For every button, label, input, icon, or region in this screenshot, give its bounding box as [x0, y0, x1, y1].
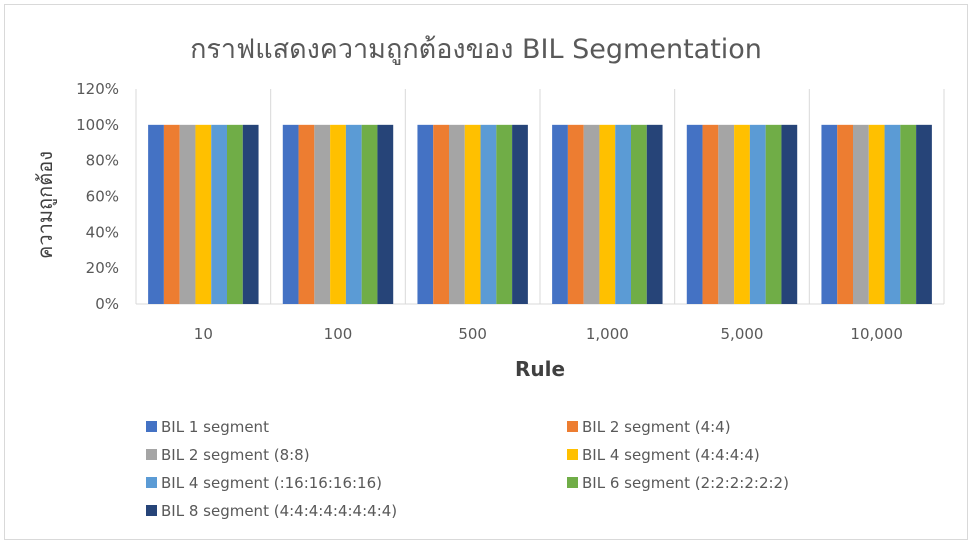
bar [781, 124, 798, 304]
bar [282, 124, 299, 304]
legend-label: BIL 4 segment (:16:16:16:16) [161, 474, 382, 492]
bar [853, 124, 869, 304]
y-tick-label: 20% [86, 259, 119, 277]
bar [615, 124, 631, 304]
bar [314, 124, 331, 304]
bar [211, 124, 227, 304]
legend-swatch [146, 421, 157, 432]
legend-swatch [567, 477, 578, 488]
bar [148, 124, 164, 304]
bar [734, 124, 750, 304]
legend-label: BIL 4 segment (4:4:4:4) [582, 446, 760, 464]
y-tick-label: 0% [95, 295, 119, 313]
y-axis-title: ความถูกต้อง [33, 151, 58, 259]
y-tick-label: 100% [76, 116, 119, 134]
x-tick-label: 500 [458, 325, 487, 343]
legend-swatch [567, 449, 578, 460]
bar [837, 124, 854, 304]
legend-label: BIL 2 segment (4:4) [582, 418, 731, 436]
y-tick-label: 60% [86, 188, 119, 206]
bar [868, 124, 885, 304]
bar [821, 124, 838, 304]
bar [916, 124, 932, 304]
bar [900, 124, 917, 304]
legend-swatch [567, 421, 578, 432]
x-axis-title: Rule [515, 357, 565, 381]
bar [345, 124, 362, 304]
bar [702, 124, 719, 304]
x-tick-label: 100 [324, 325, 353, 343]
bar [226, 124, 243, 304]
legend-label: BIL 1 segment [161, 418, 269, 436]
bar [552, 124, 568, 304]
bar [298, 124, 315, 304]
legend-label: BIL 6 segment (2:2:2:2:2:2) [582, 474, 789, 492]
chart-title: กราฟแสดงความถูกต้องของ BIL Segmentation [190, 34, 762, 65]
bar [480, 124, 497, 304]
x-tick-label: 1,000 [586, 325, 629, 343]
bar [567, 124, 584, 304]
bar [449, 124, 465, 304]
legend-swatch [146, 505, 157, 516]
y-tick-label: 80% [86, 152, 119, 170]
bar [195, 124, 212, 304]
legend-label: BIL 8 segment (4:4:4:4:4:4:4:4) [161, 502, 397, 520]
legend-swatch [146, 449, 157, 460]
bar [496, 124, 513, 304]
plot-area: 0% 20% 40% 60% 80% 100% 120% 10 100 500 1,000 5,000… [76, 80, 945, 343]
x-tick-label: 5,000 [721, 325, 764, 343]
bar [749, 124, 766, 304]
legend: BIL 1 segment BIL 2 segment (4:4) BIL 2 se… [146, 418, 789, 520]
bar [884, 124, 901, 304]
bar [630, 124, 647, 304]
legend-swatch [146, 477, 157, 488]
bar [464, 124, 481, 304]
bar [718, 124, 735, 304]
bar [242, 124, 259, 304]
bar [583, 124, 600, 304]
x-tick-label: 10,000 [850, 325, 903, 343]
bar [512, 124, 528, 304]
bar [646, 124, 663, 304]
bar [330, 124, 346, 304]
bar [686, 124, 703, 304]
bar [361, 124, 378, 304]
legend-label: BIL 2 segment (8:8) [161, 446, 310, 464]
bar [599, 124, 616, 304]
bar [179, 124, 196, 304]
bar [433, 124, 450, 304]
bar [163, 124, 180, 304]
y-tick-label: 120% [76, 80, 119, 98]
bar [765, 124, 782, 304]
y-tick-label: 40% [86, 223, 119, 241]
x-tick-label: 10 [194, 325, 213, 343]
bar [377, 124, 394, 304]
bar [417, 124, 434, 304]
